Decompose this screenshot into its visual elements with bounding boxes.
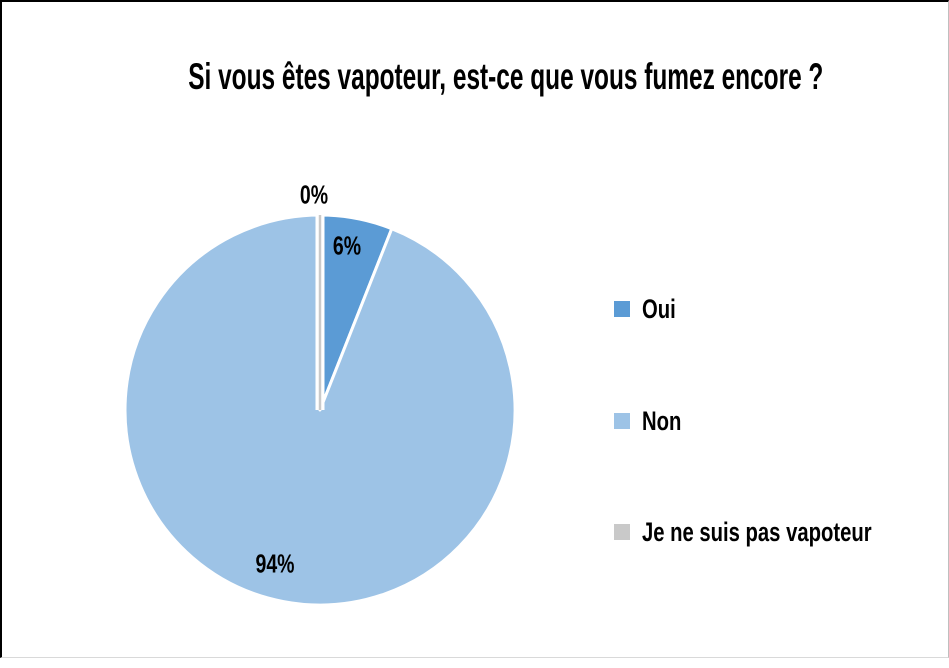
legend-label-je-ne-suis-pas-vapoteur: Je ne suis pas vapoteur — [642, 516, 872, 547]
legend-item-oui[interactable]: Oui — [614, 289, 687, 329]
legend-label-non: Non — [642, 405, 682, 436]
chart-title: Si vous êtes vapoteur, est-ce que vous f… — [188, 56, 824, 97]
legend-item-je-ne-suis-pas-vapoteur[interactable]: Je ne suis pas vapoteur — [614, 512, 948, 552]
legend-swatch-non — [614, 413, 630, 429]
legend-swatch-oui — [614, 301, 630, 317]
legend-item-non[interactable]: Non — [614, 401, 694, 441]
legend-label-oui: Oui — [642, 293, 676, 324]
legend-swatch-je-ne-suis-pas-vapoteur — [614, 524, 630, 540]
pie-area: 6% 94% 0% — [110, 180, 530, 620]
pie-chart — [123, 213, 517, 607]
